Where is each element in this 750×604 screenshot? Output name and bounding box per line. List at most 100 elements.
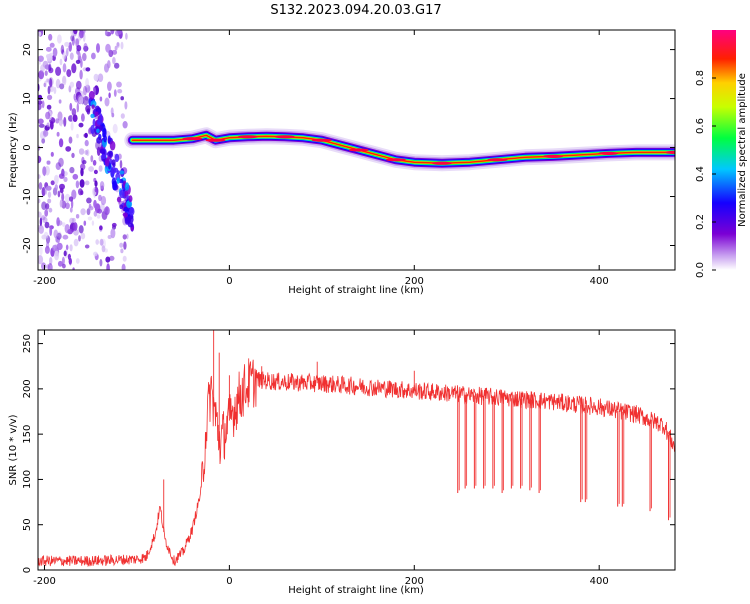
noise-blob: [53, 86, 57, 95]
noise-blob: [96, 119, 102, 126]
colorbar-tick-label: 0.2: [695, 214, 706, 230]
noise-blob: [111, 159, 116, 166]
noise-blob: [38, 155, 42, 164]
snr-x-label: Height of straight line (km): [288, 585, 424, 596]
noise-blob: [63, 176, 68, 182]
noise-blob: [116, 196, 122, 203]
noise-blob: [72, 267, 75, 270]
noise-blob: [99, 181, 105, 190]
noise-blob: [47, 198, 52, 204]
noise-blob: [114, 62, 120, 69]
spectrogram-frame: [37, 29, 676, 271]
ridge-peak: [487, 158, 508, 162]
noise-blob: [119, 170, 125, 175]
noise-blob: [121, 263, 126, 270]
noise-blob: [109, 150, 114, 158]
noise-blob: [85, 67, 91, 72]
noise-blob: [49, 78, 53, 88]
noise-blob: [110, 228, 116, 239]
colorbar-tick-label: 0.0: [695, 262, 706, 278]
noise-blob: [73, 238, 79, 247]
snr-x-ticks: -200 0 200 400: [33, 330, 609, 587]
noise-blob: [69, 166, 75, 174]
noise-blob: [54, 250, 60, 261]
noise-blob: [111, 112, 115, 118]
spectrogram-y-tick-label: 10: [22, 92, 33, 105]
noise-blob: [75, 214, 80, 219]
noise-blob: [104, 97, 110, 107]
noise-blob: [38, 182, 43, 190]
noise-blob: [38, 123, 45, 128]
noise-blob: [116, 177, 120, 184]
noise-blob: [116, 41, 120, 49]
ridge-peak: [665, 150, 675, 154]
noise-blob: [45, 185, 52, 191]
noise-blob: [44, 80, 47, 88]
noise-blob: [104, 63, 109, 73]
noise-blob: [104, 206, 110, 216]
noise-blob: [91, 52, 96, 60]
noise-blob: [41, 215, 46, 221]
noise-blob: [99, 125, 103, 131]
noise-blob: [64, 224, 71, 234]
noise-blob: [54, 174, 59, 185]
noise-blob: [71, 152, 75, 158]
noise-blob: [95, 239, 99, 245]
snr-x-tick-label: 200: [405, 576, 424, 587]
noise-blob: [61, 75, 67, 86]
noise-blob: [57, 190, 61, 198]
noise-blob: [40, 64, 46, 72]
noise-blob: [99, 238, 104, 246]
noise-blob: [71, 217, 76, 223]
noise-blob: [69, 244, 73, 252]
noise-blob: [42, 129, 49, 137]
noise-blob: [68, 136, 73, 144]
noise-blob: [69, 81, 75, 88]
snr-y-tick-label: 150: [22, 425, 33, 444]
noise-blob: [50, 180, 55, 186]
noise-blob: [73, 222, 78, 231]
noise-blob: [84, 244, 90, 249]
noise-blob: [38, 103, 42, 111]
spectrogram-y-tick-label: -10: [22, 188, 33, 204]
noise-blob: [38, 118, 44, 125]
noise-blob: [85, 78, 89, 88]
noise-blob: [108, 92, 111, 99]
noise-blob: [102, 133, 106, 138]
noise-blob: [49, 42, 55, 48]
noise-blob: [80, 208, 86, 216]
noise-blob: [105, 256, 111, 263]
noise-blob: [106, 263, 110, 270]
snr-series: [38, 330, 675, 568]
noise-blob: [61, 256, 65, 265]
noise-blob: [47, 85, 51, 95]
noise-blob: [64, 193, 71, 203]
noise-blob: [58, 138, 64, 148]
colorbar: 0.0 0.2 0.4 0.6 0.8 Normalized spectral ampl…: [695, 30, 748, 278]
spectrogram-y-label: Frequency (Hz): [8, 112, 19, 188]
noise-blob: [97, 73, 104, 82]
noise-blob: [63, 116, 67, 127]
noise-blob: [88, 203, 92, 209]
noise-blob: [97, 208, 102, 214]
noise-blob: [62, 263, 66, 269]
noise-blob: [38, 198, 41, 204]
noise-blob: [117, 89, 123, 94]
noise-blob: [41, 262, 46, 270]
noise-blob: [112, 180, 118, 191]
noise-blob: [125, 32, 128, 40]
noise-blob: [114, 153, 120, 163]
noise-blob: [54, 184, 58, 191]
ridge-peak: [274, 135, 295, 139]
noise-blob: [70, 34, 75, 42]
noise-blob: [84, 150, 89, 155]
spectrogram-noise: [38, 30, 135, 270]
noise-blob: [119, 242, 124, 248]
noise-blob: [60, 44, 65, 55]
noise-blob: [47, 94, 53, 100]
noise-blob: [38, 70, 45, 80]
noise-blob: [52, 244, 58, 252]
noise-blob: [83, 220, 87, 226]
noise-blob: [55, 66, 62, 77]
spectrogram-x-tick-label: 400: [590, 276, 609, 287]
